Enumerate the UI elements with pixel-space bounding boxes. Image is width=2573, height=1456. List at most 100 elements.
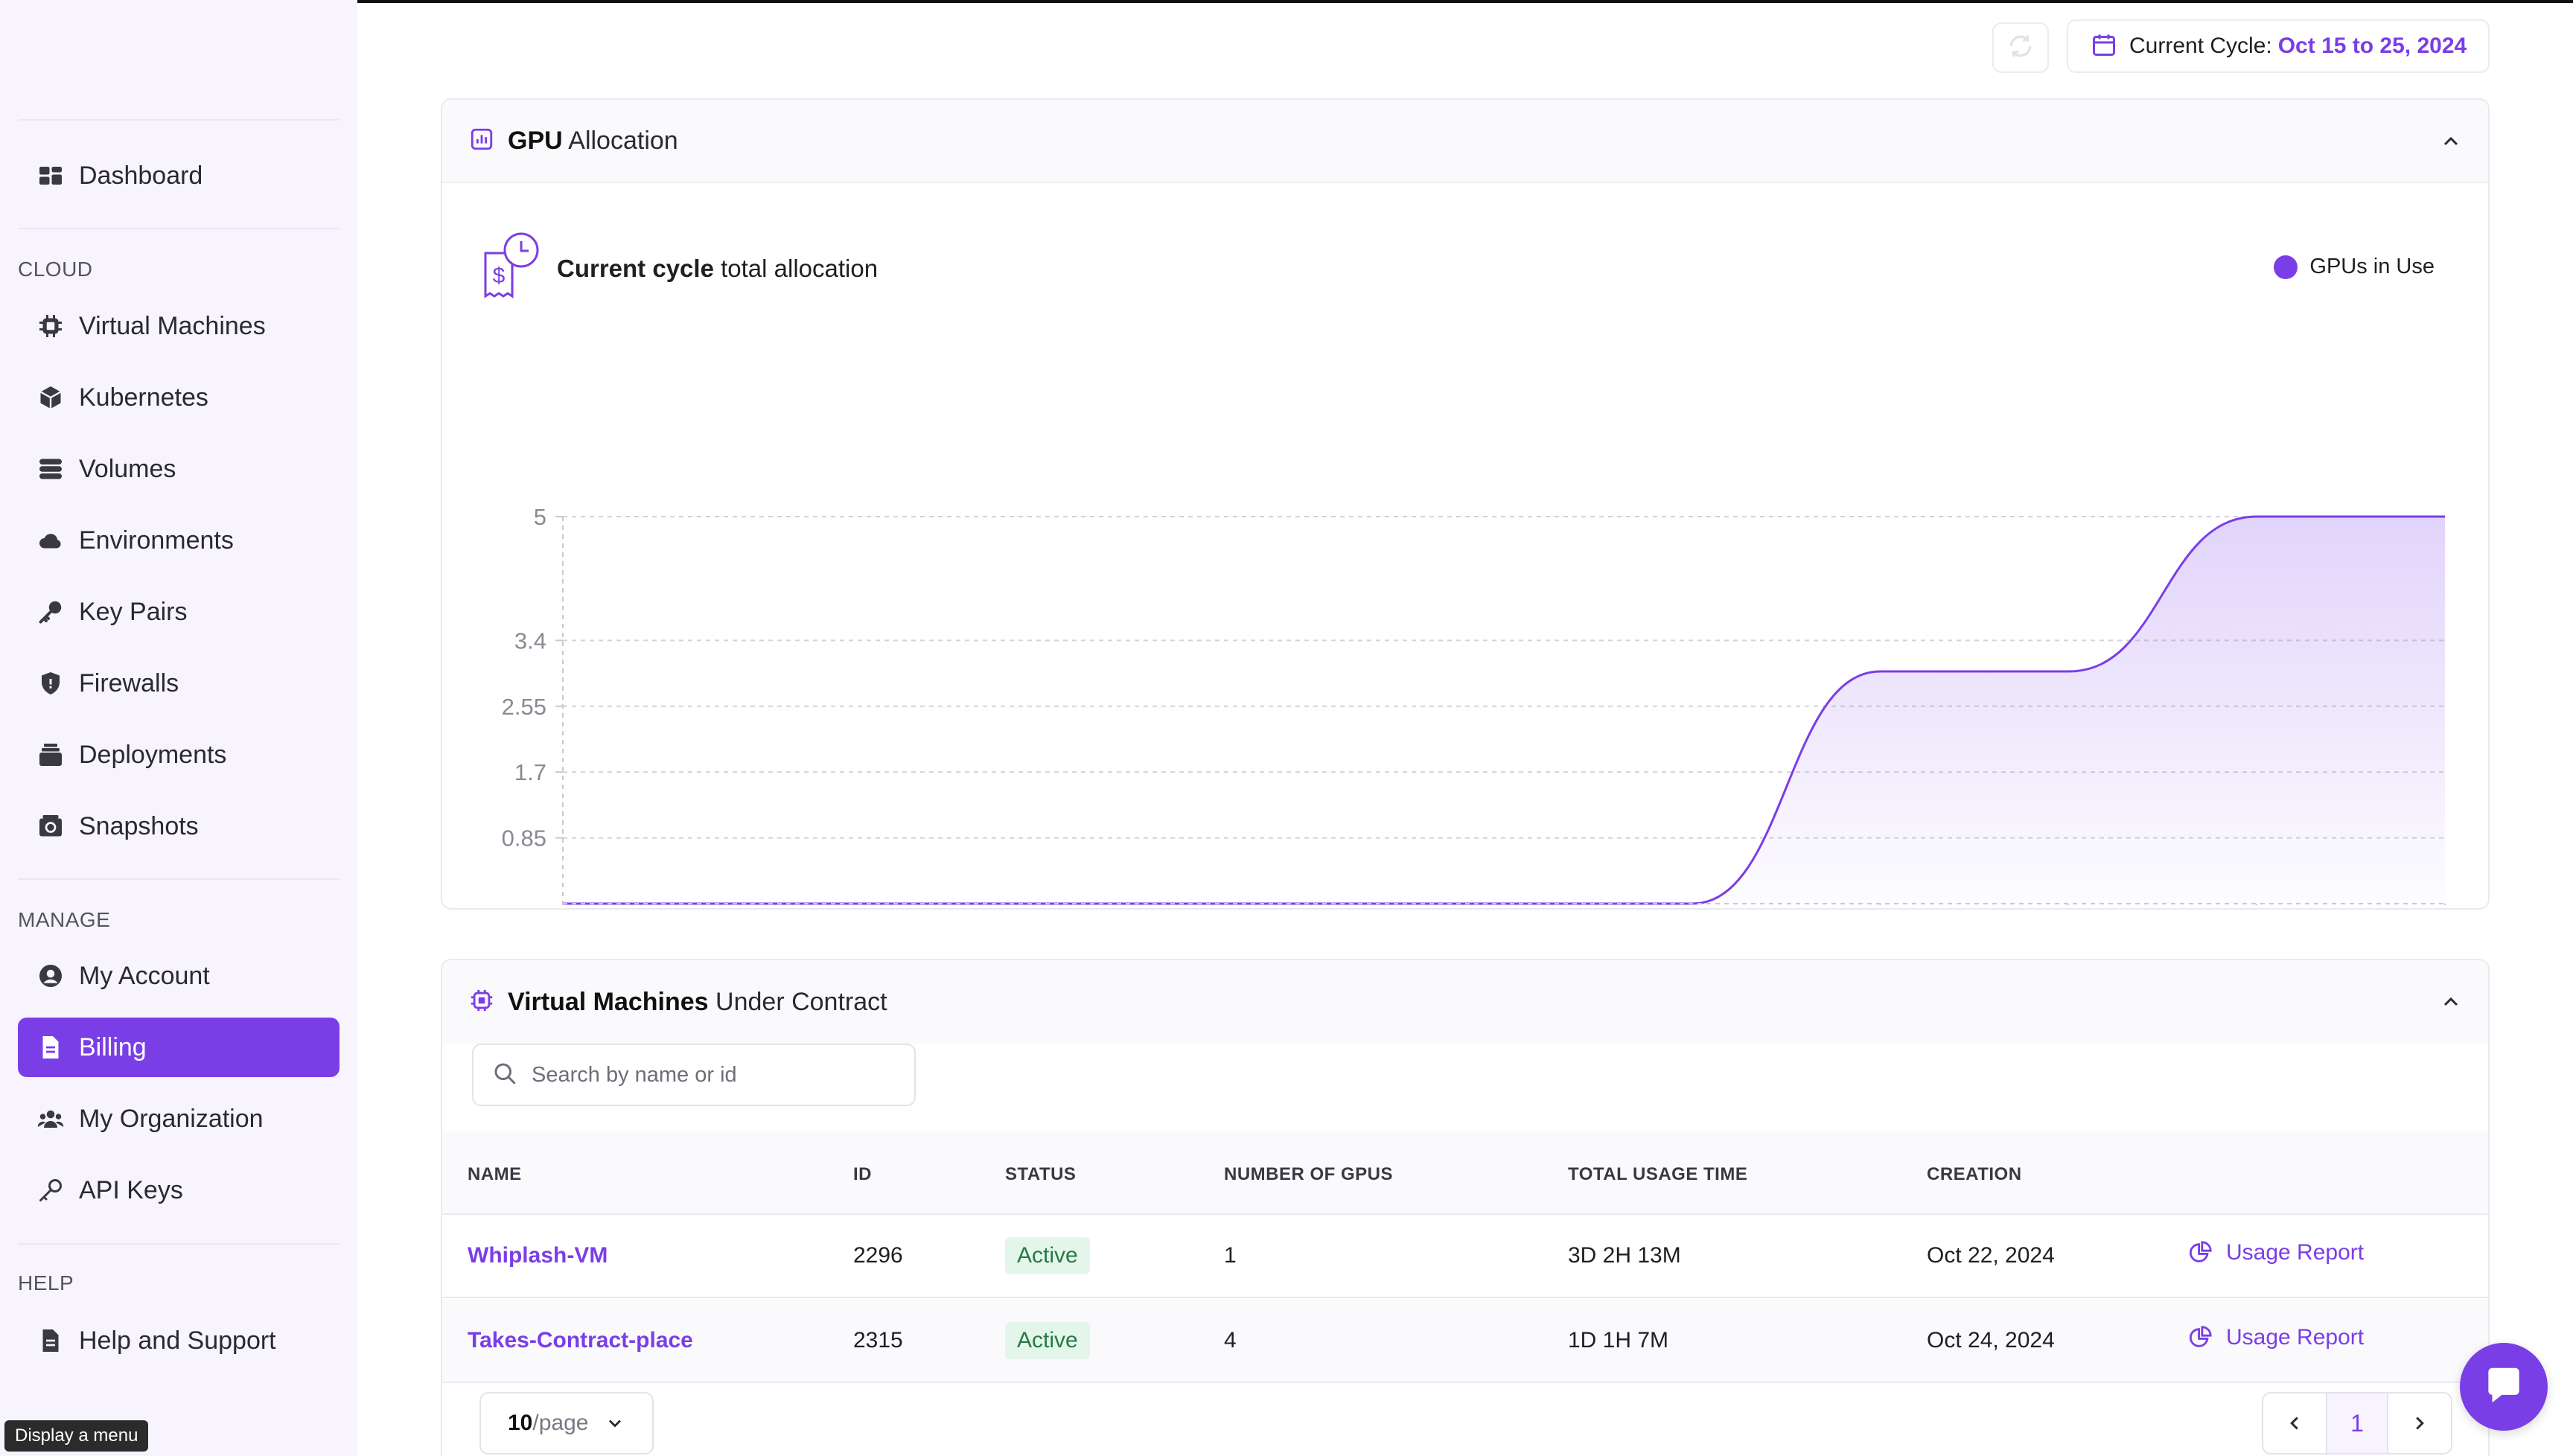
vm-panel-title: Virtual Machines Under Contract <box>508 987 887 1016</box>
document-icon <box>36 1326 66 1356</box>
sidebar-item-key-pairs[interactable]: Key Pairs <box>18 582 339 642</box>
sidebar-item-kubernetes[interactable]: Kubernetes <box>18 368 339 427</box>
chevron-up-icon[interactable] <box>2439 990 2463 1018</box>
vm-contract-panel: Virtual Machines Under Contract NAME ID … <box>441 959 2490 1456</box>
sidebar-item-label: Volumes <box>79 454 176 483</box>
sidebar-item-label: Environments <box>79 526 234 555</box>
vm-id: 2296 <box>853 1243 903 1268</box>
prev-page-button[interactable] <box>2263 1393 2326 1453</box>
page-size-select[interactable]: 10/page <box>479 1392 654 1455</box>
cycle-value: Oct 15 to 25, 2024 <box>2277 33 2467 58</box>
cloud-icon <box>36 526 66 555</box>
table-row: Takes-Contract-place 2315 Active 4 1D 1H… <box>442 1300 2488 1383</box>
search-icon <box>491 1060 518 1091</box>
usage-report-link[interactable]: Usage Report <box>2187 1240 2364 1265</box>
sidebar: Dashboard CLOUD Virtual Machines Kuberne… <box>0 0 357 1456</box>
bar-chart-icon <box>469 127 494 156</box>
current-cycle-button[interactable]: Current Cycle: Oct 15 to 25, 2024 <box>2067 19 2490 73</box>
gpu-panel-title: GPU Allocation <box>508 126 678 155</box>
svg-text:$: $ <box>493 264 506 288</box>
vm-name-link[interactable]: Takes-Contract-place <box>468 1328 693 1353</box>
gpu-panel-header[interactable]: GPU Allocation <box>442 100 2488 183</box>
column-header-status[interactable]: STATUS <box>1005 1164 1077 1184</box>
vm-gpu-count: 4 <box>1224 1328 1237 1353</box>
top-border <box>0 0 2573 3</box>
pie-chart-icon <box>2189 1326 2212 1347</box>
sidebar-item-label: My Account <box>79 961 210 990</box>
sidebar-item-my-organization[interactable]: My Organization <box>18 1089 339 1149</box>
sidebar-divider <box>18 1243 339 1245</box>
column-header-id[interactable]: ID <box>853 1164 872 1184</box>
dashboard-icon <box>36 161 66 191</box>
chip-icon <box>36 311 66 341</box>
sidebar-item-snapshots[interactable]: Snapshots <box>18 796 339 856</box>
page-number-button[interactable]: 1 <box>2326 1393 2388 1453</box>
sidebar-item-label: API Keys <box>79 1175 183 1204</box>
sidebar-item-environments[interactable]: Environments <box>18 511 339 570</box>
sidebar-section-help: HELP <box>18 1271 74 1294</box>
table-row: Whiplash-VM 2296 Active 1 3D 2H 13M Oct … <box>442 1215 2488 1298</box>
vm-creation-date: Oct 22, 2024 <box>1927 1243 2055 1268</box>
status-badge: Active <box>1005 1322 1090 1359</box>
next-page-button[interactable] <box>2388 1393 2451 1453</box>
sidebar-section-manage: MANAGE <box>18 908 111 931</box>
key-icon <box>36 597 66 627</box>
refresh-button[interactable] <box>1992 22 2049 73</box>
sidebar-item-dashboard[interactable]: Dashboard <box>18 146 339 205</box>
sidebar-divider <box>18 878 339 880</box>
legend-label: GPUs in Use <box>2309 255 2435 278</box>
y-tick-label: 0.85 <box>502 826 546 852</box>
column-header-gpus[interactable]: NUMBER OF GPUS <box>1224 1164 1394 1184</box>
y-tick-label: 1.7 <box>514 759 546 785</box>
usage-report-label: Usage Report <box>2226 1240 2365 1265</box>
users-icon <box>36 1104 66 1134</box>
chevron-right-icon <box>2416 1417 2424 1430</box>
column-header-name[interactable]: NAME <box>468 1164 522 1184</box>
sidebar-item-label: Kubernetes <box>79 383 208 412</box>
sidebar-item-virtual-machines[interactable]: Virtual Machines <box>18 296 339 356</box>
user-circle-icon <box>36 961 66 991</box>
sidebar-item-label: Deployments <box>79 740 227 769</box>
sidebar-item-my-account[interactable]: My Account <box>18 946 339 1006</box>
sidebar-item-label: Billing <box>79 1032 147 1061</box>
sidebar-section-cloud: CLOUD <box>18 258 93 281</box>
chat-button[interactable] <box>2460 1343 2548 1431</box>
sidebar-item-deployments[interactable]: Deployments <box>18 725 339 785</box>
sidebar-item-help-and-support[interactable]: Help and Support <box>18 1311 339 1370</box>
y-tick-label: 3.4 <box>514 628 546 654</box>
sidebar-item-label: Virtual Machines <box>79 311 266 340</box>
column-header-creation[interactable]: CREATION <box>1927 1164 2022 1184</box>
sidebar-item-label: Firewalls <box>79 668 179 697</box>
usage-report-link[interactable]: Usage Report <box>2187 1325 2364 1350</box>
chevron-up-icon[interactable] <box>2439 130 2463 157</box>
sidebar-item-billing[interactable]: Billing <box>18 1018 339 1077</box>
sidebar-item-api-keys[interactable]: API Keys <box>18 1160 339 1220</box>
chevron-left-icon <box>2290 1417 2298 1430</box>
column-header-usage-time[interactable]: TOTAL USAGE TIME <box>1568 1164 1748 1184</box>
series-line <box>562 515 2445 905</box>
chat-icon <box>2481 1362 2527 1412</box>
sidebar-item-label: Key Pairs <box>79 597 188 626</box>
sidebar-item-firewalls[interactable]: Firewalls <box>18 654 339 713</box>
vm-panel-header[interactable]: Virtual Machines Under Contract <box>442 960 2488 1044</box>
sidebar-item-volumes[interactable]: Volumes <box>18 439 339 499</box>
y-tick-label: 5 <box>534 504 546 530</box>
vm-creation-date: Oct 24, 2024 <box>1927 1328 2055 1353</box>
table-header: NAME ID STATUS NUMBER OF GPUS TOTAL USAG… <box>442 1131 2488 1215</box>
vm-usage-time: 1D 1H 7M <box>1568 1328 1669 1353</box>
refresh-icon <box>2006 32 2035 64</box>
sidebar-item-label: Help and Support <box>79 1326 276 1355</box>
pagination: 1 <box>2262 1392 2452 1455</box>
billing-clock-icon: $ <box>478 231 541 303</box>
vm-gpu-count: 1 <box>1224 1243 1237 1268</box>
cube-icon <box>36 383 66 412</box>
chip-icon <box>469 988 494 1017</box>
key-outline-icon <box>36 1175 66 1205</box>
document-icon <box>36 1032 66 1062</box>
layers-icon <box>36 740 66 770</box>
vm-search[interactable] <box>472 1044 916 1106</box>
search-input[interactable] <box>532 1062 889 1088</box>
usage-report-label: Usage Report <box>2226 1325 2365 1350</box>
vm-name-link[interactable]: Whiplash-VM <box>468 1243 608 1268</box>
